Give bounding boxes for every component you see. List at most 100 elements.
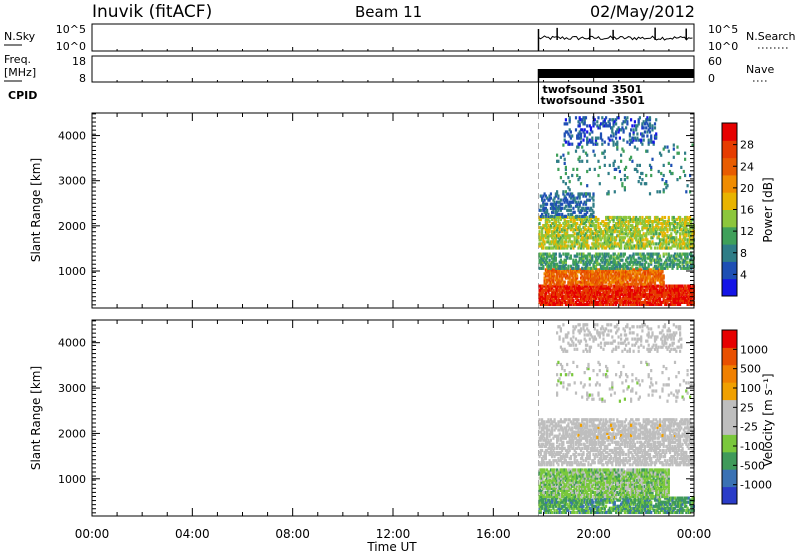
- heatmap-cell: [563, 484, 566, 488]
- heatmap-cell: [592, 282, 595, 286]
- heatmap-cell: [645, 238, 648, 242]
- heatmap-cell: [643, 270, 646, 274]
- heatmap-cell: [651, 236, 654, 240]
- heatmap-cell: [574, 224, 578, 228]
- heatmap-cell: [651, 240, 654, 244]
- heatmap-cell: [546, 504, 549, 508]
- heatmap-cell: [677, 238, 680, 242]
- heatmap-cell: [538, 494, 541, 499]
- heatmap-cell: [605, 288, 608, 292]
- heatmap-cell: [611, 274, 614, 278]
- heatmap-cell: [592, 192, 595, 196]
- heatmap-cell: [601, 276, 604, 280]
- heatmap-cell: [588, 167, 591, 171]
- heatmap-cell: [544, 300, 547, 304]
- heatmap-cell: [607, 286, 610, 290]
- heatmap-cell: [640, 262, 643, 266]
- heatmap-cell: [579, 256, 583, 260]
- heatmap-cell: [668, 234, 672, 238]
- heatmap-cell: [567, 498, 570, 502]
- heatmap-cell: [562, 234, 565, 238]
- heatmap-cell: [627, 232, 630, 236]
- heatmap-cell: [588, 234, 591, 238]
- heatmap-cell: [658, 217, 662, 222]
- heatmap-cell: [635, 217, 638, 222]
- heatmap-cell: [626, 116, 629, 120]
- heatmap-cell: [636, 266, 639, 270]
- heatmap-cell: [559, 286, 562, 290]
- heatmap-cell: [544, 258, 547, 262]
- heatmap-cell: [628, 242, 631, 246]
- heatmap-cell: [539, 244, 542, 248]
- heatmap-cell: [627, 215, 630, 220]
- heatmap-cell: [627, 286, 630, 290]
- heatmap-cell: [568, 276, 571, 280]
- heatmap-cell: [672, 244, 675, 248]
- heatmap-cell: [596, 510, 599, 514]
- heatmap-cell: [662, 190, 665, 194]
- heatmap-cell: [611, 292, 614, 296]
- heatmap-cell: [571, 298, 574, 302]
- heatmap-cell: [593, 242, 596, 246]
- heatmap-cell: [643, 504, 646, 508]
- heatmap-cell: [553, 290, 556, 294]
- heatmap-cell: [615, 286, 618, 290]
- heatmap-cell: [554, 242, 557, 246]
- heatmap-cell: [569, 208, 572, 212]
- heatmap-cell: [630, 282, 633, 286]
- heatmap-cell: [666, 228, 669, 232]
- heatmap-cell: [548, 252, 551, 256]
- heatmap-cell: [623, 508, 626, 512]
- heatmap-cell: [579, 296, 583, 300]
- heatmap-cell: [652, 266, 655, 270]
- heatmap-cell: [631, 296, 634, 300]
- heatmap-cell: [638, 163, 641, 167]
- heatmap-cell: [574, 284, 578, 288]
- heatmap-cell: [679, 242, 682, 246]
- heatmap-cell: [651, 292, 654, 296]
- heatmap-cell: [643, 508, 646, 512]
- heatmap-cell: [593, 153, 596, 157]
- heatmap-cell: [667, 292, 670, 296]
- heatmap-cell: [562, 180, 565, 184]
- heatmap-cell: [610, 232, 613, 236]
- heatmap-cell: [648, 300, 652, 304]
- heatmap-cell: [561, 494, 564, 499]
- heatmap-cell: [660, 276, 663, 280]
- heatmap-cell: [618, 282, 621, 286]
- heatmap-cell: [558, 206, 561, 210]
- heatmap-cell: [662, 286, 665, 290]
- heatmap-cell: [571, 280, 574, 284]
- heatmap-cell: [538, 486, 541, 490]
- heatmap-cell: [667, 217, 670, 222]
- heatmap-cell: [556, 508, 559, 512]
- heatmap-cell: [558, 200, 561, 204]
- heatmap-cell: [552, 226, 555, 230]
- heatmap-cell: [592, 500, 595, 504]
- heatmap-cell: [626, 296, 629, 300]
- heatmap-cell: [642, 256, 645, 260]
- heatmap-cell: [631, 260, 634, 264]
- heatmap-cell: [544, 210, 547, 214]
- heatmap-cell: [588, 138, 591, 142]
- heatmap-cell: [564, 258, 567, 262]
- heatmap-cell: [549, 494, 552, 499]
- heatmap-cell: [606, 270, 609, 274]
- heatmap-cell: [687, 238, 690, 242]
- heatmap-cell: [680, 504, 683, 508]
- heatmap-cell: [538, 490, 541, 494]
- heatmap-cell: [675, 238, 678, 242]
- heatmap-cell: [635, 244, 638, 248]
- heatmap-cell: [602, 232, 605, 236]
- heatmap-cell: [668, 302, 672, 306]
- heatmap-cell: [546, 230, 549, 234]
- heatmap-cell: [567, 264, 570, 268]
- heatmap-cell: [640, 140, 643, 144]
- heatmap-cell: [612, 298, 615, 302]
- heatmap-cell: [599, 136, 603, 140]
- heatmap-cell: [641, 262, 644, 266]
- heatmap-cell: [633, 292, 636, 296]
- heatmap-cell: [559, 272, 562, 276]
- heatmap-cell: [572, 472, 575, 476]
- heatmap-cell: [660, 262, 663, 266]
